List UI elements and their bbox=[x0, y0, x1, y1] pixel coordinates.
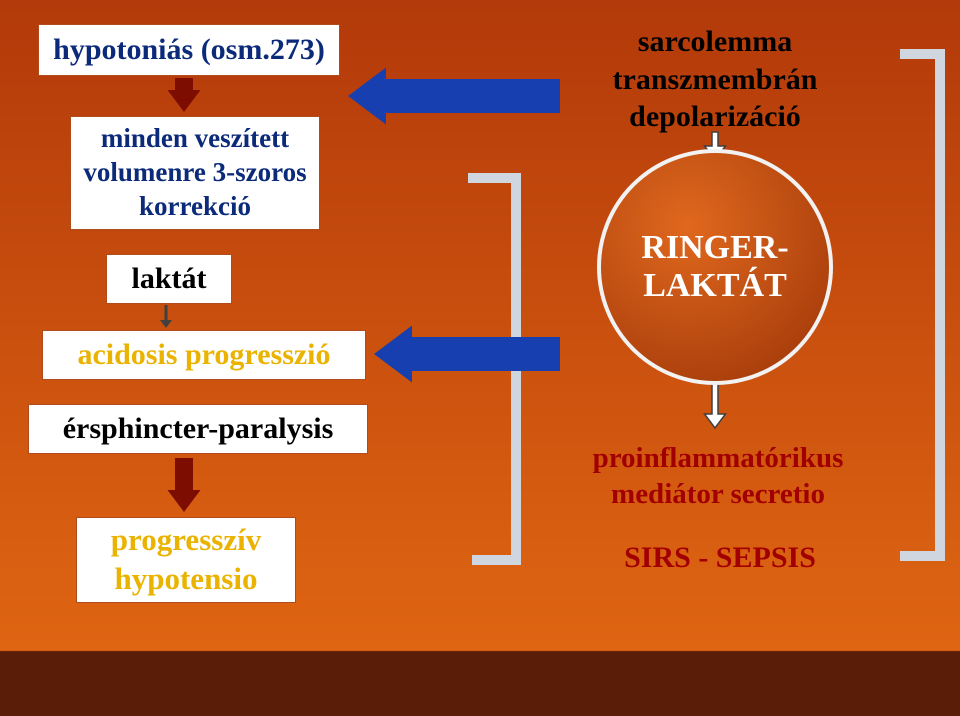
text-progressziv: progresszív hypotensio bbox=[111, 521, 261, 599]
ringer-laktat-circle: RINGER- LAKTÁT bbox=[597, 149, 833, 385]
box-laktat: laktát bbox=[106, 254, 232, 304]
label-proinflammatorikus: proinflammatórikus mediátor secretio bbox=[558, 440, 878, 513]
text-minden: minden veszített volumenre 3-szoros korr… bbox=[83, 122, 306, 223]
label-sirs-sepsis: SIRS - SEPSIS bbox=[600, 539, 840, 577]
box-ersphincter: érsphincter-paralysis bbox=[28, 404, 368, 454]
text-hypotonias: hypotoniás (osm.273) bbox=[53, 31, 325, 69]
box-acidosis: acidosis progresszió bbox=[42, 330, 366, 380]
text-ersphincter: érsphincter-paralysis bbox=[63, 410, 334, 448]
box-progressziv: progresszív hypotensio bbox=[76, 517, 296, 603]
label-sarcolemma: sarcolemma transzmembrán depolarizáció bbox=[560, 23, 870, 136]
text-acidosis: acidosis progresszió bbox=[77, 336, 330, 374]
text-laktat: laktát bbox=[132, 260, 207, 298]
box-hypotonias: hypotoniás (osm.273) bbox=[38, 24, 340, 76]
box-minden-veszitett: minden veszített volumenre 3-szoros korr… bbox=[70, 116, 320, 230]
ringer-laktat-text: RINGER- LAKTÁT bbox=[641, 229, 788, 305]
